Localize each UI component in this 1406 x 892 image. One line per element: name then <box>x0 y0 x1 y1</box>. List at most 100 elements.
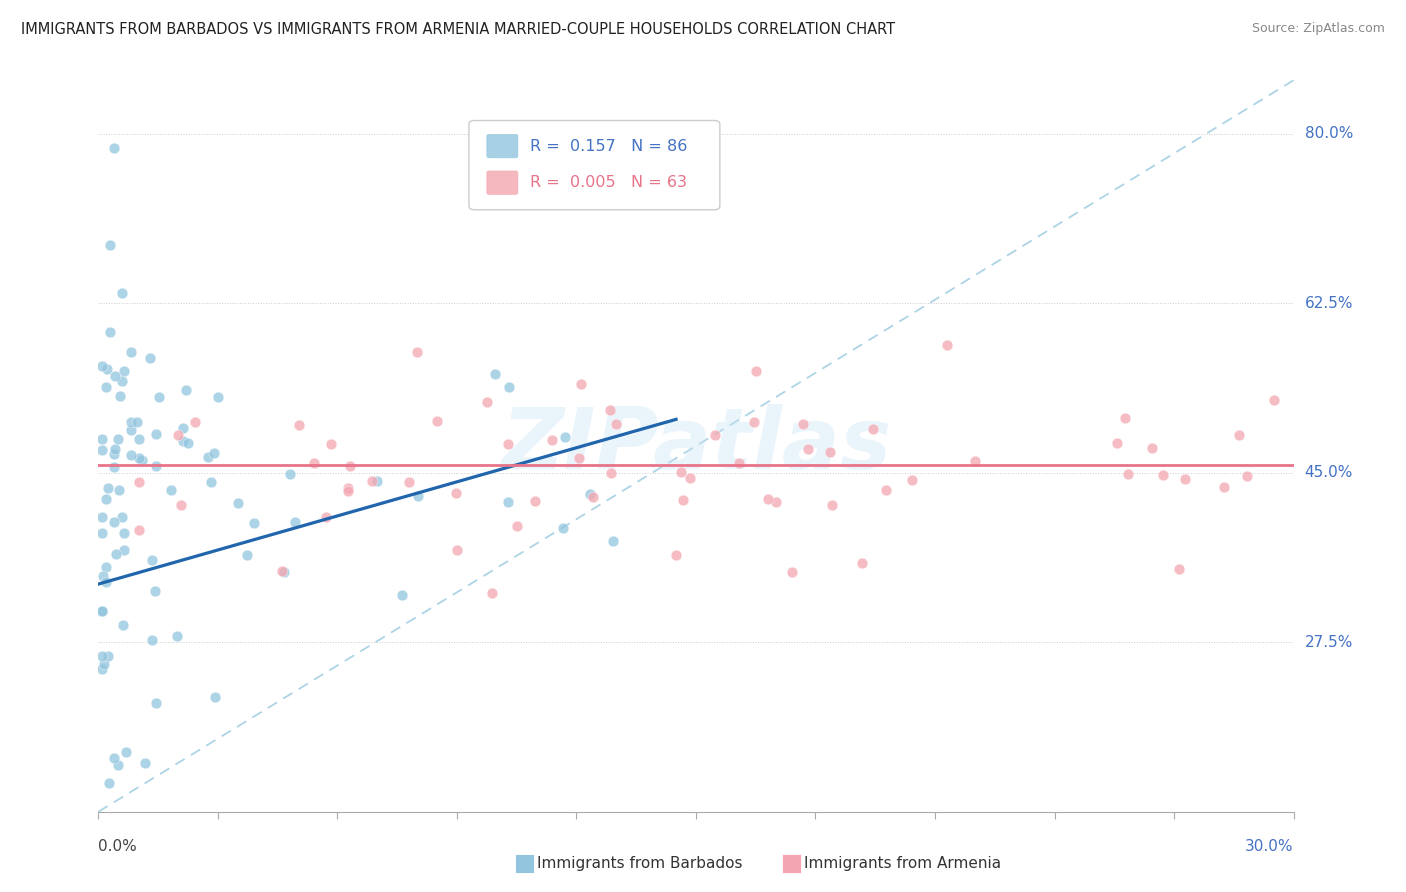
Point <box>172 434 194 449</box>
Point <box>862 421 884 435</box>
Text: Immigrants from Armenia: Immigrants from Armenia <box>804 856 1001 871</box>
Point <box>148 390 170 404</box>
Point <box>103 751 125 765</box>
Point <box>339 459 361 474</box>
Point <box>446 543 468 558</box>
Point <box>623 185 645 199</box>
Point <box>94 379 117 393</box>
Point <box>128 475 150 489</box>
Point <box>935 338 957 352</box>
Point <box>174 383 197 397</box>
Point <box>243 516 266 530</box>
Point <box>176 435 198 450</box>
Point <box>166 428 188 442</box>
Point <box>541 434 564 448</box>
Point <box>765 494 787 508</box>
Point <box>288 417 311 432</box>
Point <box>270 564 292 578</box>
Point <box>166 629 188 643</box>
Point <box>336 481 359 495</box>
Point <box>91 510 114 524</box>
Point <box>104 442 127 456</box>
Text: 80.0%: 80.0% <box>1305 126 1353 141</box>
Point <box>1213 480 1236 494</box>
Point <box>204 446 226 460</box>
Point <box>554 430 576 444</box>
Point <box>605 417 627 432</box>
Point <box>484 367 506 381</box>
Point <box>797 442 820 457</box>
Point <box>111 286 134 301</box>
Point <box>236 548 259 562</box>
Point <box>523 493 546 508</box>
Point <box>91 604 114 618</box>
Point <box>93 568 115 582</box>
Point <box>745 364 768 378</box>
Point <box>93 657 115 671</box>
Point <box>98 325 122 339</box>
Point <box>1263 392 1285 407</box>
Point <box>600 466 623 480</box>
Point <box>105 547 128 561</box>
Point <box>112 618 135 632</box>
Point <box>665 548 688 562</box>
Point <box>704 428 727 442</box>
Point <box>141 633 163 648</box>
Point <box>1114 410 1136 425</box>
Point <box>120 448 142 462</box>
Point <box>599 403 621 417</box>
Point <box>756 492 779 507</box>
Point <box>172 421 194 435</box>
Point <box>98 775 121 789</box>
Point <box>742 415 765 429</box>
Point <box>727 456 749 470</box>
Point <box>128 432 150 446</box>
Point <box>103 141 125 155</box>
Point <box>145 696 167 710</box>
Point <box>602 533 624 548</box>
Point <box>446 486 468 500</box>
Point <box>108 388 131 402</box>
Point <box>139 351 162 365</box>
Point <box>669 465 692 479</box>
Point <box>792 417 814 431</box>
Point <box>207 390 229 404</box>
Point <box>97 648 120 663</box>
Point <box>112 526 135 541</box>
FancyBboxPatch shape <box>470 120 720 210</box>
Point <box>111 510 134 524</box>
Text: 45.0%: 45.0% <box>1305 465 1353 480</box>
Point <box>496 495 519 509</box>
Point <box>426 414 449 428</box>
Point <box>184 415 207 429</box>
Point <box>94 575 117 590</box>
Point <box>131 453 153 467</box>
Point <box>145 458 167 473</box>
Point <box>128 451 150 466</box>
Point <box>1107 435 1129 450</box>
Point <box>304 456 326 470</box>
Point <box>1167 561 1189 575</box>
Point <box>120 415 142 429</box>
Point <box>128 524 150 538</box>
Point <box>204 690 226 705</box>
Point <box>170 498 193 512</box>
Point <box>96 362 118 376</box>
Point <box>361 474 384 488</box>
Point <box>91 604 114 618</box>
Point <box>226 496 249 510</box>
Point <box>134 756 156 771</box>
Point <box>481 586 503 600</box>
Point <box>319 437 342 451</box>
Point <box>104 368 127 383</box>
Point <box>103 459 125 474</box>
Point <box>91 432 114 446</box>
Point <box>315 509 337 524</box>
Text: 30.0%: 30.0% <box>1246 839 1294 855</box>
Point <box>496 436 519 450</box>
Point <box>103 516 125 530</box>
Point <box>820 499 842 513</box>
Point <box>112 542 135 557</box>
Point <box>391 587 413 601</box>
Point <box>127 415 149 429</box>
